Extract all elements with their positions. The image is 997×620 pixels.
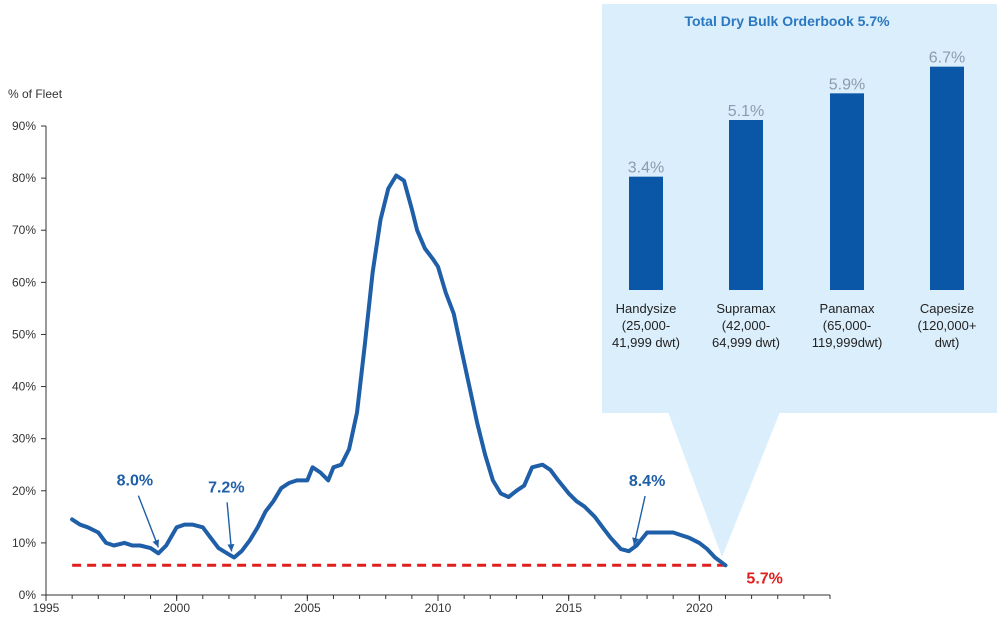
y-tick-label: 70% <box>12 223 36 237</box>
y-tick-label: 0% <box>19 588 37 602</box>
main-chart: % of Fleet 0% 10% 20% 30% 40% 50% 60% 70% 80% 90%… <box>8 87 831 615</box>
annotation-arrowhead <box>152 539 160 548</box>
y-axis: 0% 10% 20% 30% 40% 50% 60% 70% 80% 90% <box>12 119 47 602</box>
inset-category-label: (25,000- <box>622 318 670 333</box>
inset-bar-value-label: 5.1% <box>728 103 764 120</box>
inset-bar <box>629 176 663 290</box>
inset-title: Total Dry Bulk Orderbook 5.7% <box>684 13 890 29</box>
inset-category-label: Supramax <box>716 301 776 316</box>
orderbook-series-line <box>70 173 728 568</box>
y-tick-label: 50% <box>12 327 36 341</box>
inset-category-label: 41,999 dwt) <box>612 335 680 350</box>
annotation-label: 8.4% <box>629 473 665 490</box>
y-tick-label: 30% <box>12 432 36 446</box>
inset-category-label: (42,000- <box>722 318 770 333</box>
inset-panel: Total Dry Bulk Orderbook 5.7% 3.4% Handys… <box>602 4 997 557</box>
x-tick-label: 1995 <box>33 601 60 615</box>
inset-category-label: Handysize <box>616 301 677 316</box>
y-tick-label: 90% <box>12 119 36 133</box>
inset-category-label: Capesize <box>920 301 974 316</box>
x-tick-label: 2000 <box>163 601 190 615</box>
inset-category-label: 64,999 dwt) <box>712 335 780 350</box>
inset-category-label: Panamax <box>820 301 875 316</box>
inset-bar-value-label: 6.7% <box>929 50 965 67</box>
annotations: 8.0% 7.2% 8.4% <box>117 473 665 552</box>
y-tick-label: 80% <box>12 171 36 185</box>
inset-bar <box>830 93 864 290</box>
inset-category-label: (120,000+ <box>918 318 977 333</box>
inset-category-label: (65,000- <box>823 318 871 333</box>
inset-category-label: dwt) <box>935 335 960 350</box>
x-tick-label: 2005 <box>294 601 321 615</box>
x-tick-label: 2020 <box>686 601 713 615</box>
annotation-arrow <box>226 502 233 552</box>
annotation-arrowhead <box>227 543 235 552</box>
annotation-arrow <box>633 495 646 546</box>
inset-bar-value-label: 3.4% <box>628 160 664 177</box>
annotation-label: 8.0% <box>117 473 153 490</box>
y-tick-label: 10% <box>12 536 36 550</box>
annotation-arrow <box>137 495 160 548</box>
y-tick-label: 20% <box>12 484 36 498</box>
y-tick-label: 40% <box>12 380 36 394</box>
y-axis-title: % of Fleet <box>8 87 63 101</box>
inset-callout-pointer <box>668 412 780 557</box>
inset-bar-value-label: 5.9% <box>829 76 865 93</box>
inset-bars: 3.4% Handysize (25,000- 41,999 dwt) 5.1% Supr… <box>612 50 976 350</box>
annotation-arrowhead <box>632 537 639 546</box>
x-tick-label: 2010 <box>425 601 452 615</box>
x-axis: 1995 2000 2005 2010 2015 2020 <box>33 594 831 615</box>
reference-line-label: 5.7% <box>746 570 782 587</box>
inset-bar <box>930 66 964 291</box>
x-tick-label: 2015 <box>555 601 582 615</box>
annotation-label: 7.2% <box>208 479 244 496</box>
inset-bar <box>729 120 763 290</box>
inset-category-label: 119,999dwt) <box>812 335 883 350</box>
y-tick-label: 60% <box>12 275 36 289</box>
